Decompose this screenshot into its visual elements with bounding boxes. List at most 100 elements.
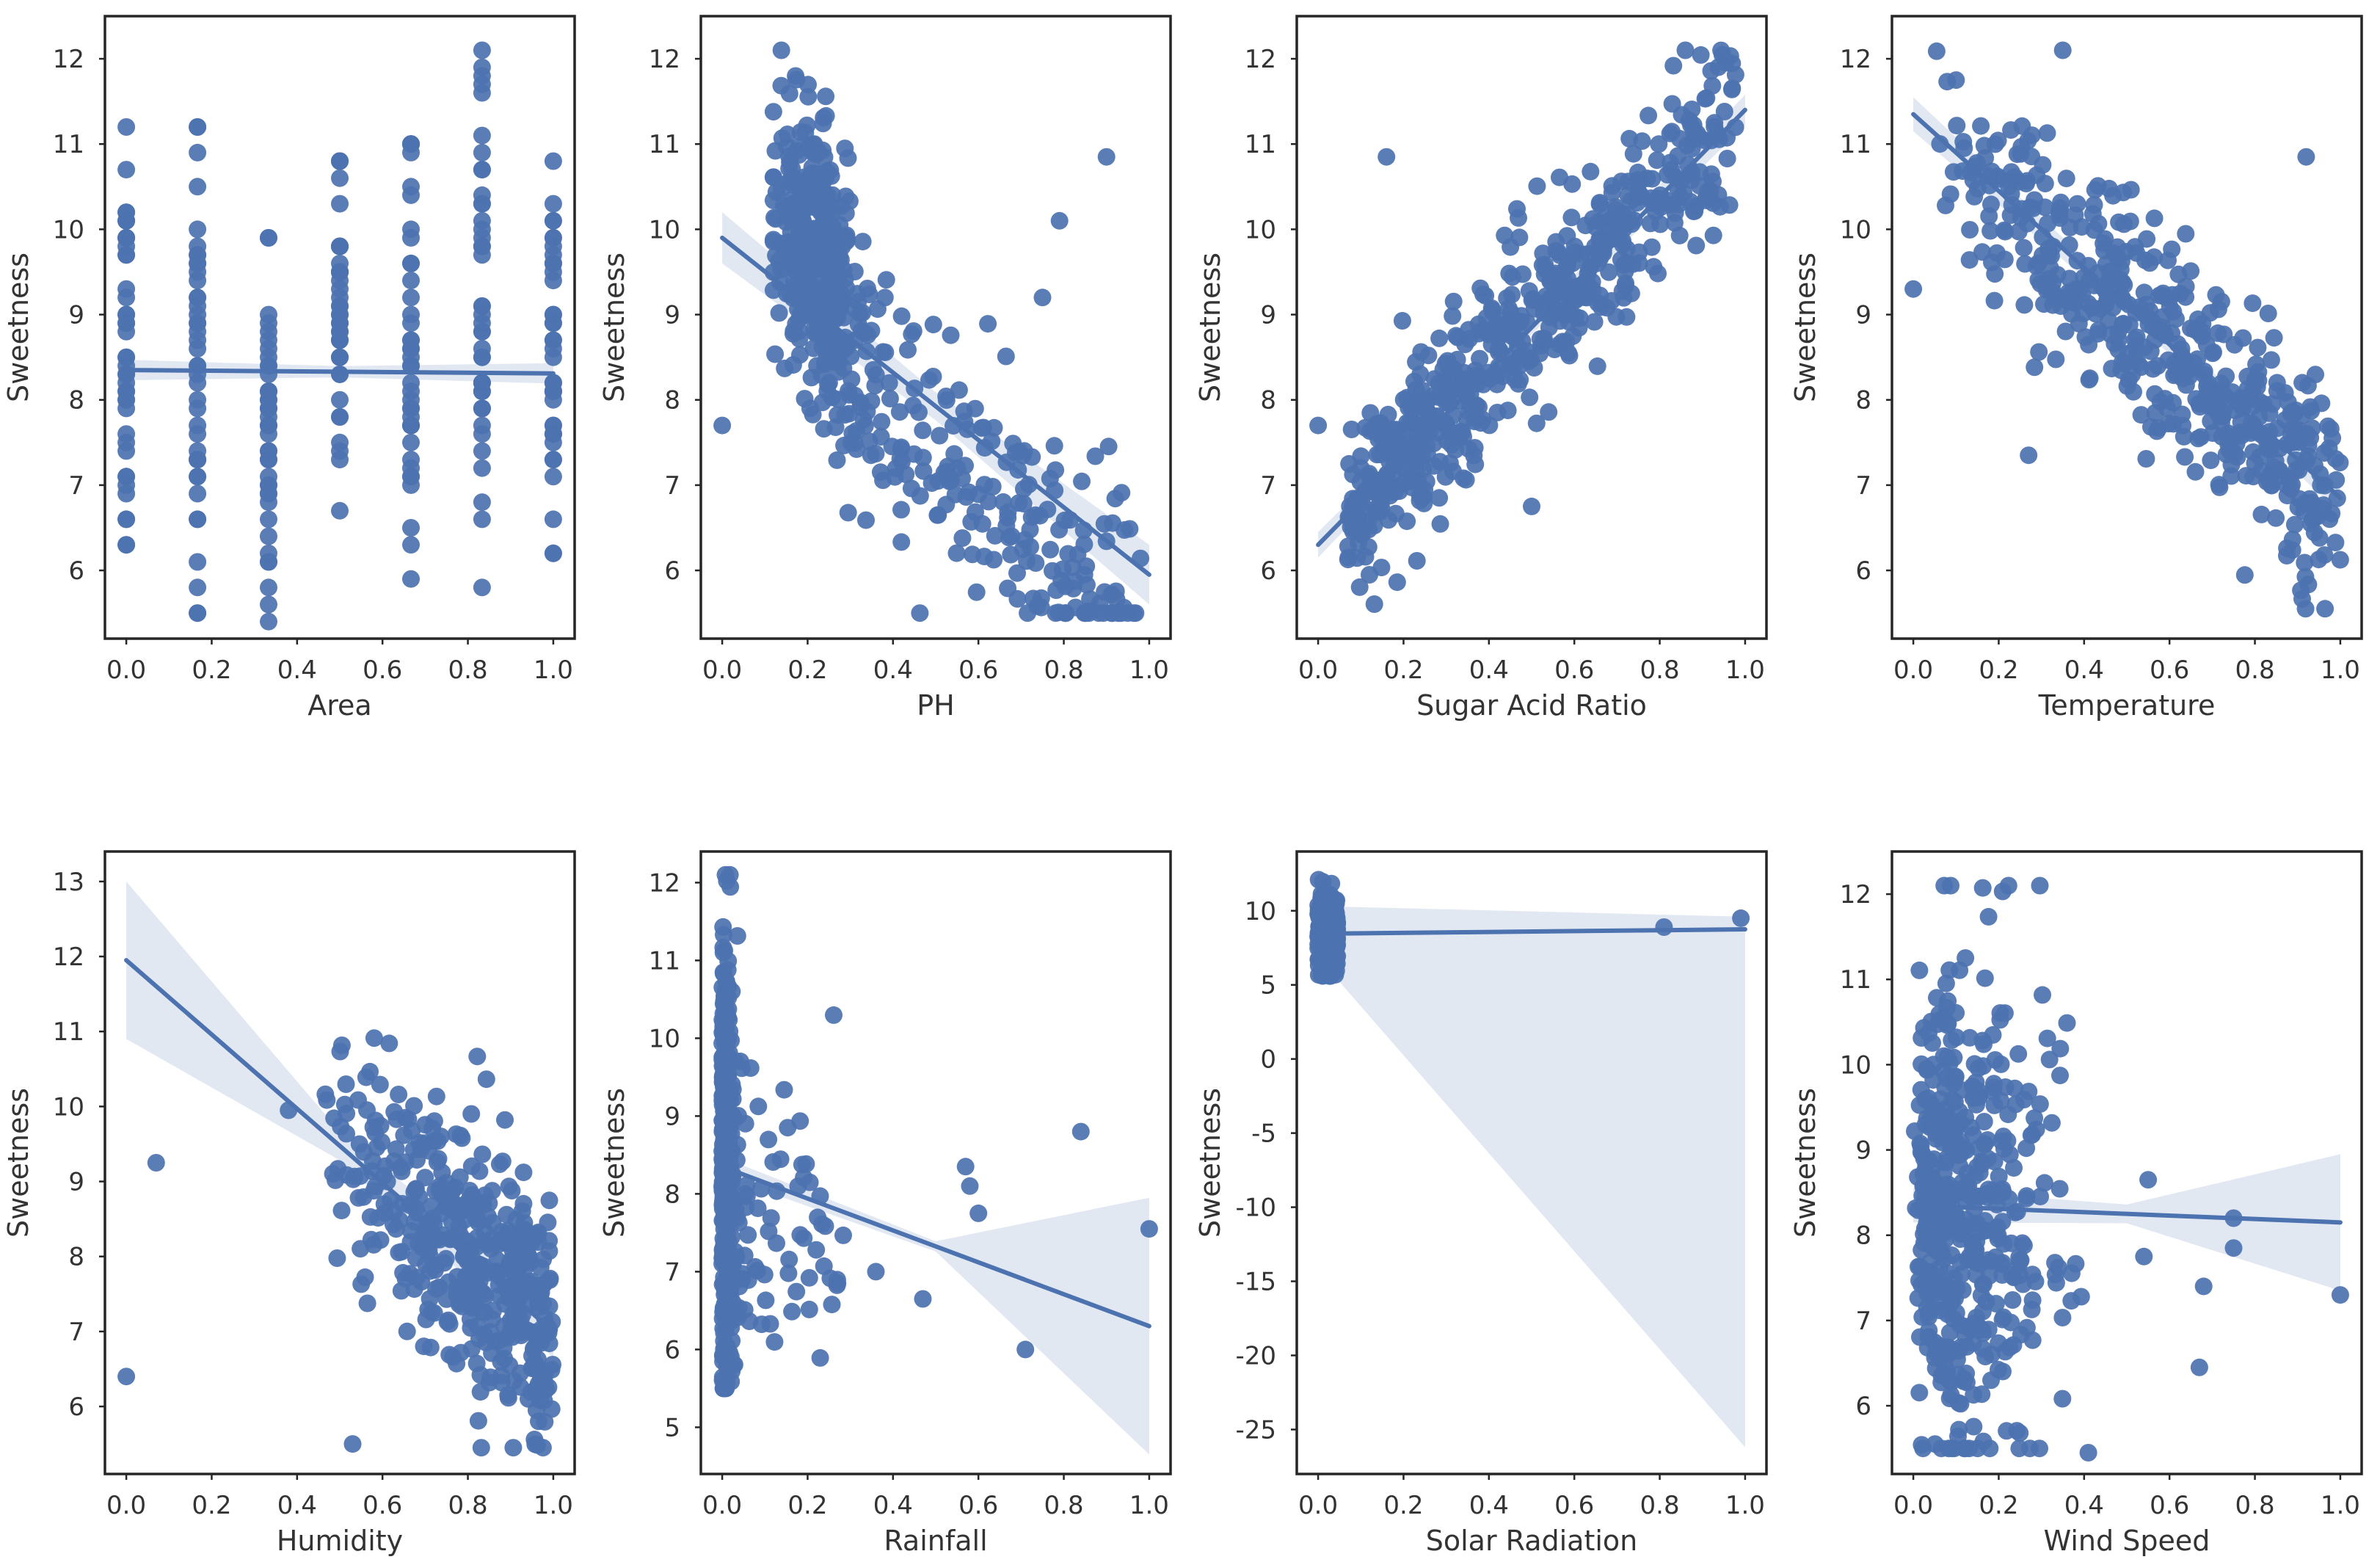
data-point [787,1282,806,1301]
data-point [795,1229,813,1247]
axes-frame [103,15,576,640]
data-point [473,58,491,76]
data-point [798,116,816,134]
data-point [749,1097,768,1116]
y-tick-label: 9 [1855,1136,1871,1166]
data-point [1393,312,1411,330]
data-point [117,229,136,247]
data-point [2009,222,2028,241]
data-point [762,1209,780,1227]
data-point [469,1412,487,1430]
data-point [1939,992,1957,1010]
data-point [817,106,835,125]
data-point [260,442,277,460]
data-point [867,445,885,463]
data-point [189,331,207,349]
data-point [979,315,997,333]
data-point [260,527,277,545]
data-point [2190,324,2208,342]
data-point [868,300,887,318]
data-point [2331,1286,2349,1304]
data-point [1540,403,1558,421]
data-point [1970,1139,1988,1158]
data-point [117,391,136,409]
data-point [393,1162,411,1180]
data-point [260,553,277,571]
y-axis-label: Sweetness [1789,1088,1822,1238]
data-point [2026,358,2044,377]
data-point [877,271,895,289]
data-point [260,595,277,614]
data-point [2201,304,2219,322]
data-point [892,533,911,551]
data-point [328,1249,346,1267]
data-point [2050,1258,2067,1277]
data-point [1466,439,1484,457]
y-tick-label: 7 [68,471,84,501]
data-point [1000,529,1018,547]
data-point [1033,288,1052,307]
data-point [2053,41,2072,59]
data-point [2031,1188,2049,1206]
data-point [2040,1050,2059,1069]
data-point [764,168,782,186]
y-tick-label: 5 [1260,971,1276,1001]
data-point [1551,312,1569,330]
data-point [402,178,420,196]
data-point [1910,1096,1929,1114]
data-point [1920,1303,1938,1321]
data-point [2219,435,2238,454]
data-point [2115,215,2133,233]
subplot-area: 0.0 0.2 0.4 0.6 0.8 1.0 6 7 8 9 10 11 12 Area Sweetnes… [2,15,576,722]
data-point [2261,441,2279,460]
data-point [1050,520,1069,539]
data-point [189,399,207,418]
x-tick-label: 0.4 [2064,1491,2104,1520]
data-point [1723,79,1742,98]
data-point [866,377,884,395]
data-point [331,408,349,426]
data-point [1606,197,1624,216]
axes-frame [1890,15,2363,640]
data-point [816,1217,834,1235]
data-point [825,1006,843,1024]
data-point [189,578,207,597]
data-point [1975,137,1993,155]
data-point [1960,251,1979,269]
data-point [1718,150,1736,167]
data-point [2053,1390,2072,1408]
data-point [739,1226,757,1244]
data-point [1607,308,1626,326]
data-point [1099,437,1118,456]
data-point [2174,369,2192,388]
x-tick-label: 0.0 [1298,1491,1338,1520]
data-point [500,1177,518,1196]
data-point [2061,286,2079,304]
y-axis-label: Sweetness [1194,253,1226,402]
data-point [2297,148,2315,166]
data-point [423,1119,442,1138]
data-point [1910,961,1929,979]
data-point [433,1163,451,1182]
data-point [1008,564,1026,582]
data-point [2106,335,2124,353]
data-point [1702,131,1720,150]
data-point [2247,355,2266,374]
data-point [189,178,207,196]
data-point [331,195,349,213]
y-tick-label: 5 [664,1413,680,1442]
data-point [369,1209,387,1227]
data-point [790,146,808,164]
y-tick-label: 12 [649,868,680,898]
y-tick-label: 7 [664,471,680,501]
data-point [876,344,895,361]
data-point [899,341,917,359]
data-point [1904,280,1923,298]
data-point [793,287,812,305]
y-tick-label: 12 [1840,880,1871,909]
data-point [260,229,277,247]
data-point [910,403,928,421]
data-point [402,519,420,537]
regression-line [1911,1203,2343,1225]
data-point [402,536,420,554]
